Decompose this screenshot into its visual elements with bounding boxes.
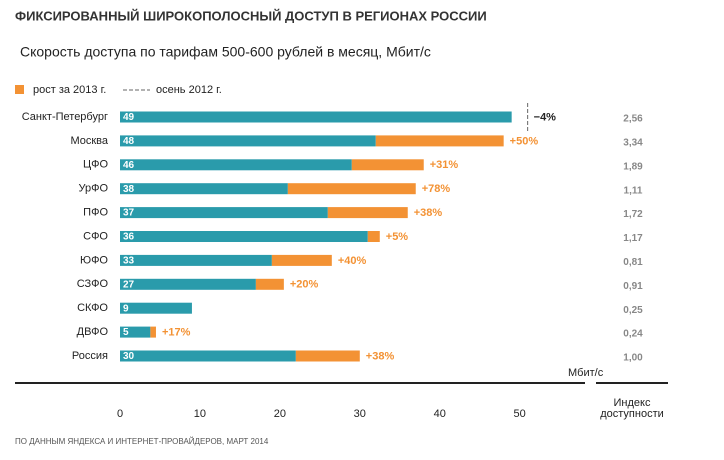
bar-segment	[120, 183, 288, 195]
index-value: 1,11	[624, 185, 643, 196]
x-tick-label: 0	[117, 408, 123, 420]
category-label: СКФО	[77, 302, 108, 314]
x-tick-label: 40	[434, 408, 446, 420]
bar-segment	[351, 159, 424, 171]
bar-label: 30	[123, 351, 135, 362]
category-label: ПФО	[83, 207, 108, 219]
index-value: 1,72	[623, 209, 643, 220]
index-value: 1,17	[623, 233, 643, 244]
bar-label: 48	[123, 136, 135, 147]
bar-label: 27	[123, 279, 135, 290]
category-label: СФО	[83, 230, 108, 242]
change-label: −4%	[534, 111, 557, 123]
bar-label: 33	[123, 256, 135, 267]
index-value: 0,81	[623, 257, 643, 268]
bar-label: 38	[123, 184, 135, 195]
bar-segment	[120, 302, 192, 314]
x-tick-label: 30	[354, 408, 366, 420]
x-tick-label: 50	[514, 408, 526, 420]
change-label: +20%	[290, 279, 319, 291]
bar-segment	[120, 231, 368, 242]
index-value: 3,34	[623, 138, 643, 149]
bar-segment	[375, 135, 504, 147]
change-label: +50%	[510, 135, 539, 147]
bar-segment	[120, 278, 256, 290]
change-label: +38%	[414, 207, 443, 219]
index-value: 1,00	[623, 353, 643, 364]
index-value: 0,25	[623, 305, 643, 316]
bar-segment	[120, 207, 328, 219]
bar-label: 9	[123, 303, 129, 314]
index-value: 0,24	[623, 329, 643, 340]
bar-label: 36	[123, 232, 135, 243]
category-label: ДВФО	[77, 326, 109, 338]
bar-segment	[255, 278, 284, 290]
bar-segment	[287, 183, 416, 195]
legend-label: рост за 2013 г.	[33, 84, 106, 96]
bar-label: 5	[123, 327, 129, 338]
chart-subtitle: Скорость доступа по тарифам 500-600 рубл…	[20, 44, 431, 60]
bar-label: 49	[123, 112, 135, 123]
bar-segment	[120, 254, 272, 266]
index-value: 1,89	[623, 161, 643, 172]
bar-segment	[120, 111, 512, 123]
legend-label: осень 2012 г.	[156, 84, 222, 96]
category-label: Россия	[72, 350, 108, 362]
change-label: +31%	[430, 159, 459, 171]
index-value: 2,56	[623, 114, 643, 125]
index-title: Индекс	[614, 397, 651, 409]
source: ПО ДАННЫМ ЯНДЕКСА И ИНТЕРНЕТ-ПРОВАЙДЕРОВ…	[15, 437, 269, 446]
category-label: ЮФО	[80, 254, 108, 266]
bar-segment	[120, 135, 376, 147]
bar-segment	[295, 350, 360, 362]
index-title: доступности	[600, 408, 664, 420]
bar-segment	[367, 231, 380, 242]
x-tick-label: 10	[194, 408, 206, 420]
category-label: УрФО	[78, 183, 108, 195]
category-label: СЗФО	[77, 278, 109, 290]
x-axis-label: Мбит/с	[568, 367, 604, 379]
x-tick-label: 20	[274, 408, 286, 420]
bar-segment	[327, 207, 408, 219]
category-label: Санкт-Петербург	[22, 111, 108, 123]
chart-title: ФИКСИРОВАННЫЙ ШИРОКОПОЛОСНЫЙ ДОСТУП В РЕ…	[15, 8, 487, 23]
category-label: ЦФО	[83, 159, 109, 171]
bar-segment	[271, 254, 332, 266]
change-label: +78%	[422, 183, 451, 195]
index-value: 0,91	[623, 281, 643, 292]
category-label: Москва	[70, 135, 108, 147]
legend-swatch	[15, 85, 24, 94]
bar-segment	[120, 326, 151, 338]
bar-label: 46	[123, 160, 135, 171]
bar-segment	[120, 350, 296, 362]
bar-label: 37	[123, 208, 135, 219]
bar-segment	[150, 326, 156, 338]
change-label: +5%	[386, 231, 409, 243]
change-label: +38%	[366, 350, 395, 362]
bar-segment	[120, 159, 352, 171]
change-label: +40%	[338, 255, 367, 267]
change-label: +17%	[162, 327, 191, 339]
